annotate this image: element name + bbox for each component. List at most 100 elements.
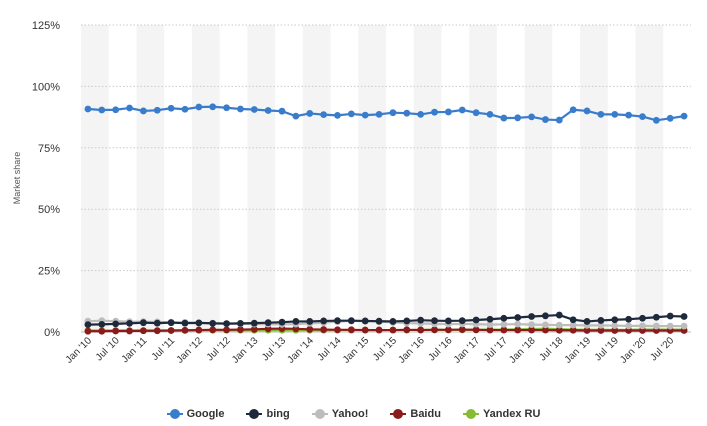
series-lines: [84, 103, 688, 335]
data-point-yahoo: [569, 321, 577, 329]
legend-item-yandex-ru[interactable]: Yandex RU: [462, 408, 541, 420]
data-point-google: [542, 116, 549, 123]
data-point-baidu: [375, 326, 383, 334]
data-point-bing: [555, 311, 563, 319]
background-band: [302, 25, 331, 332]
series-bing: [84, 311, 688, 329]
data-point-yahoo: [666, 322, 674, 330]
data-point-yahoo: [597, 321, 605, 329]
data-point-google: [458, 106, 466, 114]
legend-swatch-icon: [462, 409, 479, 419]
data-point-baidu: [84, 327, 92, 335]
x-tick-label: Jan '18: [507, 335, 538, 366]
data-point-baidu: [403, 326, 411, 334]
data-point-google: [209, 103, 217, 111]
data-point-bing: [209, 320, 217, 327]
legend-label: Yandex RU: [482, 408, 541, 420]
data-point-google: [306, 110, 314, 117]
legend-swatch-icon: [246, 409, 263, 419]
legend-swatch-icon: [390, 409, 407, 419]
data-point-bing: [264, 319, 272, 327]
data-point-baidu: [112, 327, 120, 335]
data-point-bing: [680, 313, 688, 320]
data-point-bing: [347, 317, 355, 325]
x-tick-label: Jul '16: [427, 335, 455, 363]
data-point-google: [334, 111, 341, 119]
data-point-baidu: [597, 327, 605, 334]
x-tick-label: Jan '17: [452, 335, 483, 366]
data-point-yahoo: [611, 322, 619, 330]
background-band: [191, 25, 220, 332]
data-point-yahoo: [514, 320, 522, 328]
x-tick-label: Jul '17: [482, 335, 510, 363]
data-point-bing: [126, 320, 133, 327]
data-point-bing: [250, 319, 258, 327]
data-point-google: [153, 106, 161, 114]
background-band: [81, 25, 109, 332]
data-point-bing: [444, 317, 452, 325]
data-point-baidu: [347, 326, 355, 334]
data-point-baidu: [334, 326, 341, 334]
data-point-google: [625, 111, 633, 119]
series-google: [84, 103, 688, 124]
data-point-yahoo: [542, 321, 549, 329]
data-point-baidu: [583, 327, 591, 334]
data-point-google: [514, 114, 522, 122]
data-point-baidu: [237, 326, 244, 333]
data-point-google: [347, 110, 355, 118]
data-point-bing: [625, 315, 633, 323]
data-point-bing: [320, 317, 328, 325]
legend: Google bing Yahoo! Baidu Yandex RU: [0, 404, 707, 424]
x-tick-label: Jan '16: [396, 335, 427, 366]
data-point-bing: [112, 320, 120, 328]
data-point-google: [597, 110, 605, 118]
data-point-google: [320, 111, 328, 119]
data-point-google: [486, 110, 494, 118]
data-point-bing: [237, 320, 244, 327]
x-tick-label: Jan '13: [230, 335, 261, 366]
data-point-google: [583, 107, 591, 115]
data-point-google: [167, 104, 175, 112]
data-point-bing: [223, 320, 230, 328]
x-tick-label: Jan '19: [563, 335, 594, 366]
data-point-bing: [181, 319, 189, 327]
data-point-baidu: [528, 326, 535, 334]
data-point-baidu: [306, 325, 314, 333]
data-point-bing: [652, 313, 660, 321]
y-tick-label: 25%: [38, 266, 60, 278]
legend-label: bing: [266, 408, 290, 420]
data-point-baidu: [361, 326, 369, 334]
data-point-bing: [153, 319, 161, 327]
legend-item-yahoo[interactable]: Yahoo!: [311, 408, 369, 420]
data-point-yahoo: [500, 320, 508, 328]
data-point-baidu: [292, 325, 300, 333]
x-tick-label: Jul '20: [648, 335, 676, 363]
legend-item-google[interactable]: Google: [166, 408, 224, 420]
data-point-baidu: [542, 326, 549, 334]
data-point-google: [84, 105, 92, 113]
data-point-google: [639, 113, 646, 121]
x-tick-label: Jul '13: [260, 335, 288, 363]
legend-item-baidu[interactable]: Baidu: [390, 408, 441, 420]
y-tick-label: 0%: [44, 327, 60, 339]
legend-item-bing[interactable]: bing: [246, 408, 290, 420]
x-tick-label: Jul '14: [316, 335, 344, 363]
legend-label: Yahoo!: [331, 408, 369, 420]
data-point-bing: [569, 316, 577, 324]
legend-swatch-icon: [166, 409, 183, 419]
background-band: [413, 25, 442, 332]
data-point-baidu: [139, 327, 147, 335]
data-point-google: [139, 107, 147, 115]
data-point-bing: [375, 317, 383, 325]
data-point-google: [250, 106, 258, 113]
background-band: [469, 25, 497, 332]
data-point-baidu: [264, 325, 272, 333]
data-point-bing: [98, 320, 106, 328]
data-point-baidu: [320, 326, 328, 333]
data-point-google: [403, 109, 411, 117]
x-tick-label: Jan '15: [341, 335, 372, 366]
data-point-bing: [583, 318, 591, 325]
background-band: [635, 25, 664, 332]
